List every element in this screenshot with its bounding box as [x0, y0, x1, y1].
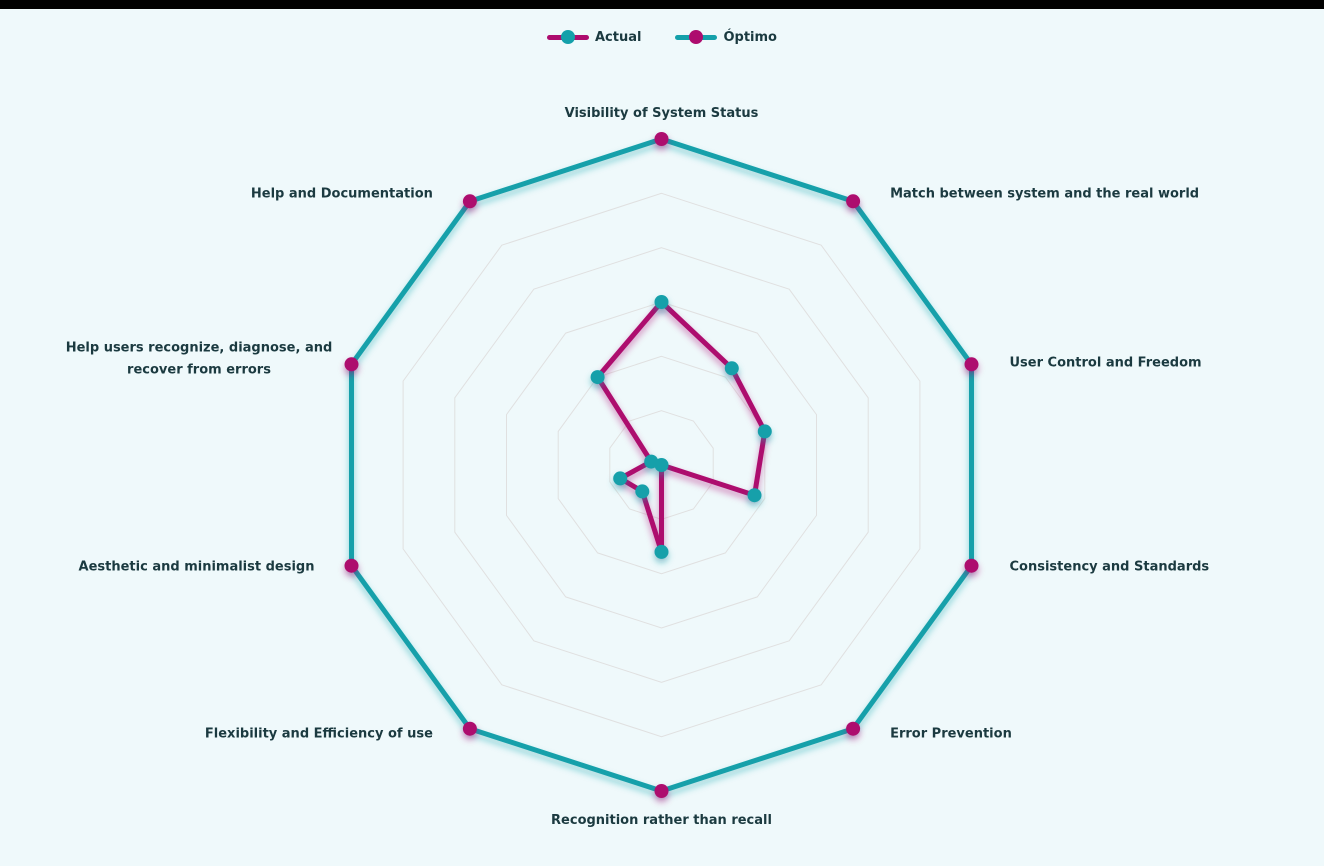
data-point[interactable]	[344, 558, 359, 573]
category-label-4: Error Prevention	[890, 727, 1012, 742]
grid-ring-10	[557, 355, 766, 575]
data-point[interactable]	[635, 484, 650, 499]
category-label-3: Consistency and Standards	[1010, 560, 1210, 575]
data-point[interactable]	[757, 424, 772, 439]
grid-ring-25	[402, 192, 921, 738]
data-point[interactable]	[654, 295, 669, 309]
category-label-2: User Control and Freedom	[1010, 355, 1202, 370]
data-point[interactable]	[846, 721, 861, 736]
data-point[interactable]	[462, 721, 477, 736]
legend-label-optimo: Óptimo	[723, 29, 777, 45]
legend-label-actual: Actual	[595, 29, 642, 45]
data-point[interactable]	[344, 357, 359, 372]
legend-swatch-actual	[547, 30, 589, 44]
category-label-6: Flexibility and Efficiency of use	[205, 727, 433, 742]
legend-swatch-optimo	[675, 30, 718, 44]
legend-dot-optimo	[689, 30, 704, 44]
legend-item-optimo[interactable]: Óptimo	[675, 30, 777, 44]
series-points-actual	[590, 295, 772, 559]
data-point[interactable]	[964, 558, 979, 573]
chart-legend: Actual Óptimo	[0, 24, 1324, 50]
data-point[interactable]	[462, 194, 477, 209]
data-point[interactable]	[654, 132, 669, 146]
category-label-5: Recognition rather than recall	[551, 813, 772, 828]
category-labels: Visibility of System Status Match between…	[66, 106, 1210, 828]
category-label-1: Match between system and the real world	[890, 186, 1199, 201]
top-bar	[0, 0, 1324, 9]
data-point[interactable]	[654, 544, 669, 559]
category-label-8: Help users recognize, diagnose, and recov…	[66, 340, 333, 377]
grid-ring-15	[506, 301, 817, 629]
data-point[interactable]	[724, 361, 739, 376]
legend-item-actual[interactable]: Actual	[547, 30, 641, 44]
category-label-0: Visibility of System Status	[565, 106, 759, 121]
data-point[interactable]	[747, 488, 762, 503]
series-line-actual	[595, 299, 768, 555]
data-point[interactable]	[654, 784, 669, 798]
data-point[interactable]	[613, 471, 628, 486]
series-points-óptimo	[344, 132, 979, 798]
data-point[interactable]	[590, 370, 605, 385]
legend-dot-actual	[561, 30, 575, 44]
data-point[interactable]	[644, 454, 659, 469]
category-label-7: Aesthetic and minimalist design	[79, 560, 315, 575]
category-label-9: Help and Documentation	[251, 186, 433, 201]
grid-ring-20	[454, 247, 869, 683]
data-point[interactable]	[964, 357, 979, 372]
data-point[interactable]	[846, 194, 861, 209]
